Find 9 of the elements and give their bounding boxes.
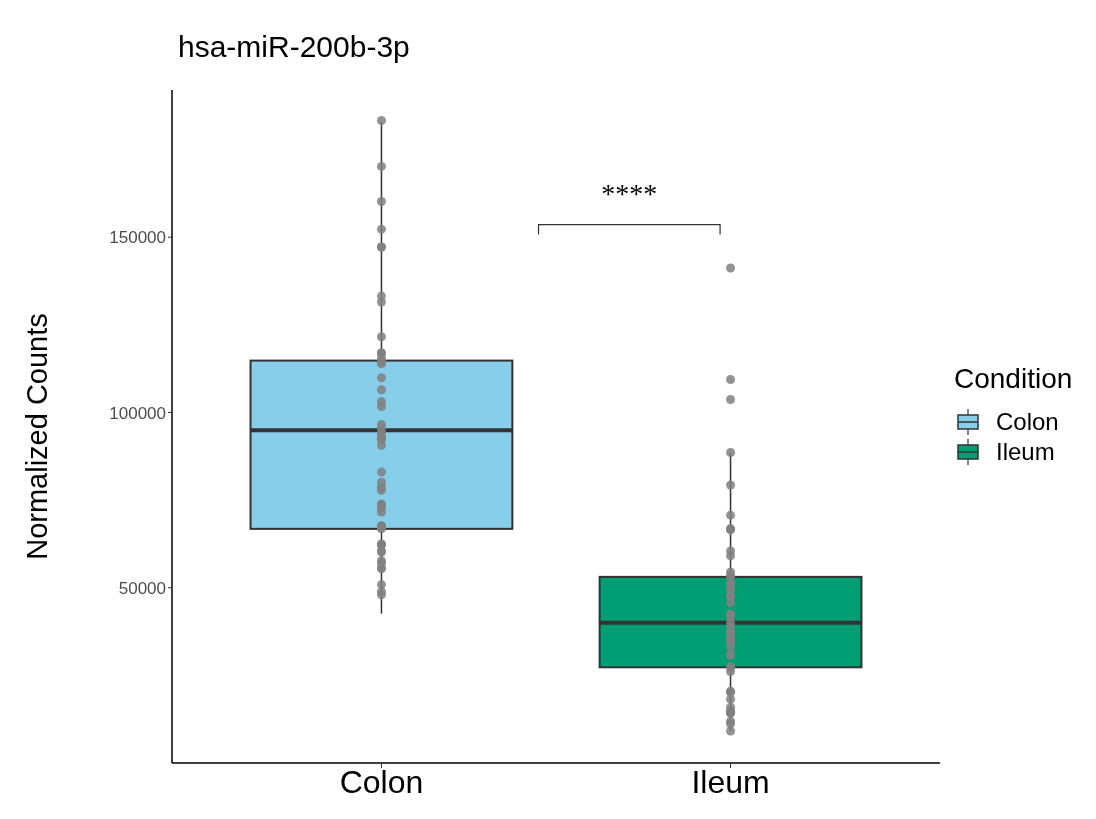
legend-title: Condition xyxy=(954,363,1073,395)
y-axis-title: Normalized Counts xyxy=(21,313,54,560)
legend-label: Colon xyxy=(996,408,1059,436)
legend-label: Ileum xyxy=(996,438,1055,466)
y-tick-label: 100000 xyxy=(109,403,166,423)
y-tick-label: 150000 xyxy=(109,228,166,248)
y-tick-label: 50000 xyxy=(118,578,166,598)
chart-title: hsa-miR-200b-3p xyxy=(178,30,410,64)
annotation: **** xyxy=(601,177,658,209)
